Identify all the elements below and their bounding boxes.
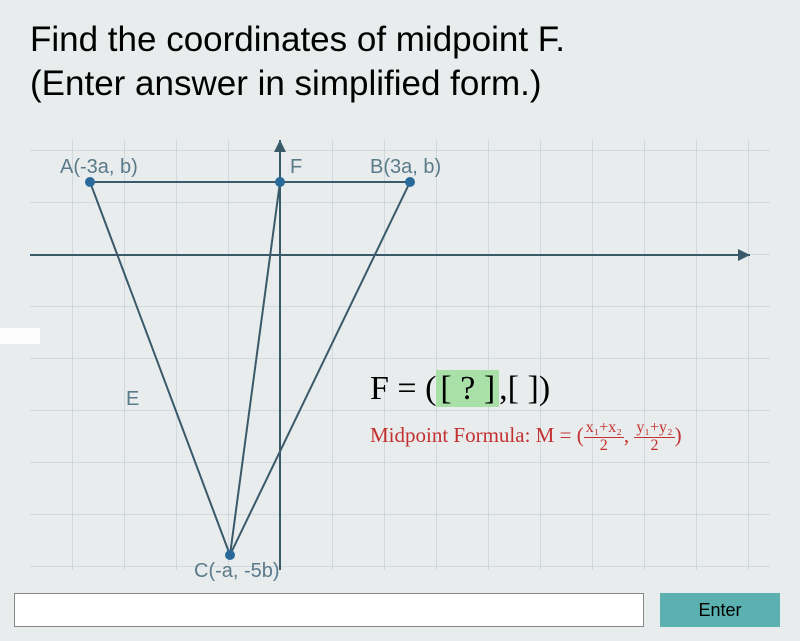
- mp-close: ): [675, 423, 682, 447]
- ans-sep: ,: [499, 370, 508, 407]
- label-A: A(-3a, b): [60, 156, 138, 179]
- answer-expression: F = ([ ? ],[ ]) Midpoint Formula: M = (x…: [370, 370, 682, 455]
- axes-and-triangle: [30, 140, 770, 570]
- question-line-2: (Enter answer in simplified form.): [30, 62, 770, 106]
- answer-blank-1[interactable]: [ ? ]: [436, 370, 499, 407]
- graph-area: A(-3a, b) B(3a, b) C(-a, -5b) F E F = ([…: [30, 140, 770, 570]
- question-block: Find the coordinates of midpoint F. (Ent…: [0, 0, 800, 116]
- ans-suffix: ): [539, 370, 550, 407]
- answer-blank-2[interactable]: [ ]: [508, 370, 539, 407]
- label-E: E: [126, 388, 139, 411]
- mp-frac1: x₁+x₂2: [584, 420, 624, 455]
- mp-label: Midpoint Formula: M = (: [370, 423, 584, 447]
- mp-frac2: y₁+y₂2: [634, 420, 674, 455]
- question-line-1: Find the coordinates of midpoint F.: [30, 18, 770, 62]
- label-B: B(3a, b): [370, 156, 441, 179]
- answer-line: F = ([ ? ],[ ]): [370, 370, 682, 408]
- label-C: C(-a, -5b): [194, 560, 280, 583]
- ans-prefix: F = (: [370, 370, 436, 407]
- enter-button[interactable]: Enter: [660, 593, 780, 627]
- answer-input[interactable]: [14, 593, 644, 627]
- midpoint-formula: Midpoint Formula: M = (x₁+x₂2, y₁+y₂2): [370, 420, 682, 455]
- label-F: F: [290, 156, 302, 179]
- mp-comma: ,: [624, 423, 635, 447]
